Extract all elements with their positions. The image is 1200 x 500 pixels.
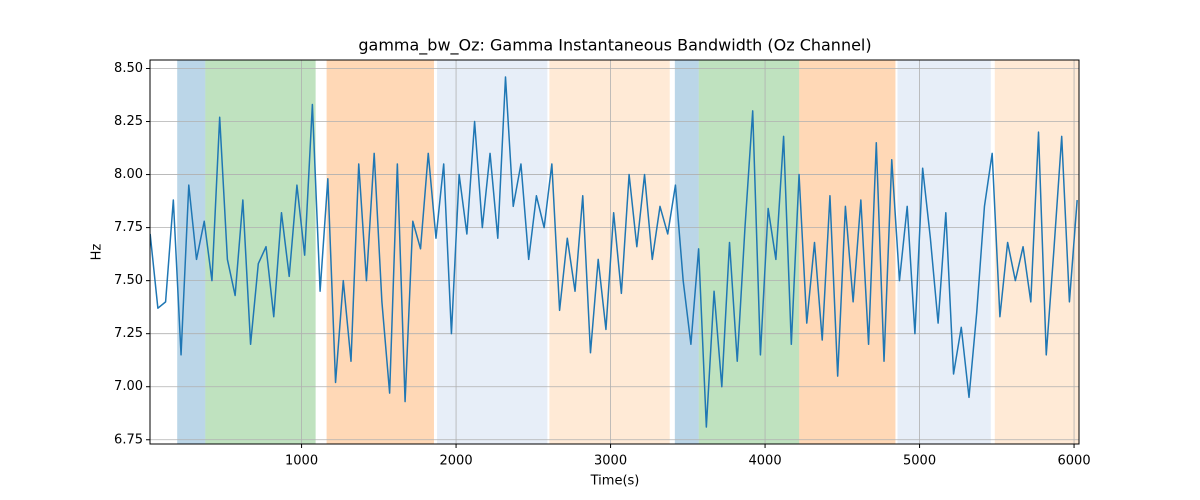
x-tick-label: 1000 — [285, 454, 318, 469]
y-tick-label: 7.75 — [114, 220, 143, 235]
y-tick-label: 7.50 — [114, 273, 143, 288]
x-tick-label: 2000 — [440, 454, 473, 469]
y-tick-label: 8.00 — [114, 167, 143, 182]
y-axis-label: Hz — [90, 244, 105, 261]
x-tick-label: 3000 — [594, 454, 627, 469]
chart-title: gamma_bw_Oz: Gamma Instantaneous Bandwid… — [358, 36, 871, 56]
y-tick-label: 8.25 — [114, 114, 143, 129]
shaded-span — [205, 60, 316, 444]
y-tick-label: 6.75 — [114, 432, 143, 447]
y-tick-label: 7.25 — [114, 326, 143, 341]
y-tick-label: 8.50 — [114, 61, 143, 76]
x-tick-label: 6000 — [1058, 454, 1091, 469]
x-axis-label: Time(s) — [590, 474, 640, 489]
data-line — [150, 76, 1078, 428]
shaded-span — [326, 60, 434, 444]
plot-frame — [149, 59, 1080, 445]
shaded-span — [698, 60, 800, 444]
shaded-span — [897, 60, 991, 444]
y-tick-label: 7.00 — [114, 379, 143, 394]
shaded-span — [177, 60, 206, 444]
x-tick-label: 5000 — [903, 454, 936, 469]
shaded-span — [674, 60, 699, 444]
x-tick-label: 4000 — [749, 454, 782, 469]
